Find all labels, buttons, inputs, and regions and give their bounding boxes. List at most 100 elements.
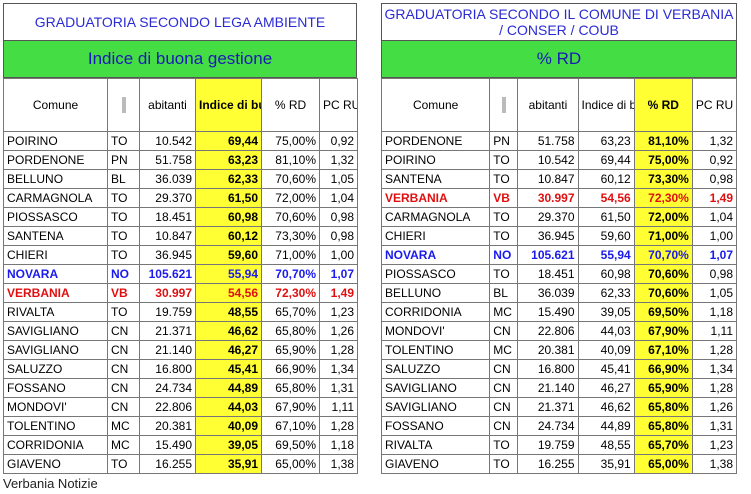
cell-pc-ru: 1,18 <box>691 302 738 322</box>
cell-abitanti: 36.945 <box>139 245 196 265</box>
cell-comune: POIRINO <box>380 150 491 170</box>
cell-comune: SAVIGLIANO <box>380 397 491 417</box>
cell-indice: 45,41 <box>195 359 262 379</box>
cell-pc-ru: 1,28 <box>691 378 738 398</box>
cell-pc-ru: 1,38 <box>691 454 738 474</box>
cell-prov: TO <box>489 207 519 227</box>
cell-indice: 46,62 <box>577 397 635 417</box>
table-row: PIOSSASCO TO 18.451 60,98 70,60% 0,98 <box>3 207 358 227</box>
cell-abitanti: 36.945 <box>517 226 579 246</box>
cell-pc-ru: 1,26 <box>319 321 358 341</box>
header-pc-ru: PC RU <box>319 78 358 132</box>
left-header-row: Comune abitanti Indice di buona gestione… <box>3 78 358 132</box>
cell-rd: 65,00% <box>261 454 320 474</box>
table-row: FOSSANO CN 24.734 44,89 65,80% 1,31 <box>3 378 358 398</box>
cell-rd: 72,30% <box>261 283 320 303</box>
right-ranking-table: Comune abitanti Indice di buona gestione… <box>380 78 738 474</box>
cell-prov: NO <box>489 245 519 265</box>
cell-comune: BELLUNO <box>3 169 108 189</box>
cell-prov: TO <box>107 302 140 322</box>
cell-prov: MC <box>489 302 519 322</box>
cell-abitanti: 15.490 <box>517 302 579 322</box>
cell-prov: TO <box>107 207 140 227</box>
header-indice: Indice di buona gestione <box>195 78 262 132</box>
cell-pc-ru: 0,98 <box>319 207 358 227</box>
cell-comune: SALUZZO <box>3 359 108 379</box>
cell-abitanti: 18.451 <box>139 207 196 227</box>
cell-indice: 61,50 <box>195 188 262 208</box>
cell-prov: BL <box>489 283 519 303</box>
cell-pc-ru: 1,11 <box>319 397 358 417</box>
cell-comune: GIAVENO <box>3 454 108 474</box>
table-row: CHIERI TO 36.945 59,60 71,00% 1,00 <box>380 226 738 246</box>
cell-pc-ru: 1,04 <box>691 207 738 227</box>
table-row: PIOSSASCO TO 18.451 60,98 70,60% 0,98 <box>380 264 738 284</box>
cell-abitanti: 24.734 <box>139 378 196 398</box>
table-row: SANTENA TO 10.847 60,12 73,30% 0,98 <box>380 169 738 189</box>
cell-prov: TO <box>107 454 140 474</box>
cell-pc-ru: 0,98 <box>691 169 738 189</box>
cell-indice: 45,41 <box>577 359 635 379</box>
left-ranking-panel: GRADUATORIA SECONDO LEGA AMBIENTE Indice… <box>3 3 358 474</box>
cell-comune: SANTENA <box>380 169 491 189</box>
table-row: SAVIGLIANO CN 21.140 46,27 65,90% 1,28 <box>380 378 738 398</box>
header-pc-ru: PC RU <box>691 78 738 132</box>
cell-rd: 69,50% <box>261 435 320 455</box>
cell-pc-ru: 1,32 <box>691 131 738 151</box>
cell-rd: 72,00% <box>633 207 693 227</box>
cell-indice: 54,56 <box>195 283 262 303</box>
table-row: PORDENONE PN 51.758 63,23 81,10% 1,32 <box>3 150 358 170</box>
table-row: CORRIDONIA MC 15.490 39,05 69,50% 1,18 <box>3 435 358 455</box>
cell-abitanti: 19.759 <box>139 302 196 322</box>
cell-abitanti: 16.800 <box>139 359 196 379</box>
cell-comune: NOVARA <box>3 264 108 284</box>
header-indice: Indice di buona gestione <box>577 78 635 132</box>
cell-rd: 65,80% <box>633 397 693 417</box>
table-row: GIAVENO TO 16.255 35,91 65,00% 1,38 <box>380 454 738 474</box>
cell-indice: 40,09 <box>195 416 262 436</box>
cell-indice: 46,62 <box>195 321 262 341</box>
cell-pc-ru: 1,31 <box>691 416 738 436</box>
header-prov <box>489 78 519 132</box>
cell-comune: FOSSANO <box>380 416 491 436</box>
cell-comune: SAVIGLIANO <box>380 378 491 398</box>
cell-prov: MC <box>107 435 140 455</box>
cell-indice: 59,60 <box>195 245 262 265</box>
cell-pc-ru: 1,26 <box>691 397 738 417</box>
cell-pc-ru: 1,23 <box>319 302 358 322</box>
cell-comune: NOVARA <box>380 245 491 265</box>
cell-comune: SAVIGLIANO <box>3 321 108 341</box>
header-rd: % RD <box>261 78 320 132</box>
cell-comune: SALUZZO <box>380 359 491 379</box>
cell-rd: 67,90% <box>261 397 320 417</box>
cell-rd: 65,80% <box>261 378 320 398</box>
header-abitanti: abitanti <box>517 78 579 132</box>
cell-abitanti: 51.758 <box>517 131 579 151</box>
table-row: GIAVENO TO 16.255 35,91 65,00% 1,38 <box>3 454 358 474</box>
table-row: NOVARA NO 105.621 55,94 70,70% 1,07 <box>3 264 358 284</box>
cell-rd: 71,00% <box>633 226 693 246</box>
cell-indice: 35,91 <box>577 454 635 474</box>
cell-rd: 66,90% <box>261 359 320 379</box>
table-row: VERBANIA VB 30.997 54,56 72,30% 1,49 <box>3 283 358 303</box>
cell-pc-ru: 0,92 <box>319 131 358 151</box>
cell-rd: 73,30% <box>633 169 693 189</box>
cell-comune: VERBANIA <box>380 188 491 208</box>
cell-prov: CN <box>107 359 140 379</box>
cell-rd: 65,90% <box>633 378 693 398</box>
cell-abitanti: 29.370 <box>139 188 196 208</box>
cell-prov: TO <box>489 150 519 170</box>
cell-rd: 70,60% <box>261 169 320 189</box>
header-comune: Comune <box>3 78 108 132</box>
right-table-body: PORDENONE PN 51.758 63,23 81,10% 1,32 POIRINO T… <box>380 131 738 474</box>
cell-prov: TO <box>107 188 140 208</box>
cell-indice: 44,89 <box>577 416 635 436</box>
table-row: CARMAGNOLA TO 29.370 61,50 72,00% 1,04 <box>380 207 738 227</box>
cell-comune: PORDENONE <box>380 131 491 151</box>
cell-comune: BELLUNO <box>380 283 491 303</box>
cell-rd: 66,90% <box>633 359 693 379</box>
cell-comune: GIAVENO <box>380 454 491 474</box>
cell-indice: 60,12 <box>195 226 262 246</box>
cell-comune: FOSSANO <box>3 378 108 398</box>
right-ranking-panel: GRADUATORIA SECONDO IL COMUNE DI VERBANI… <box>380 3 738 474</box>
